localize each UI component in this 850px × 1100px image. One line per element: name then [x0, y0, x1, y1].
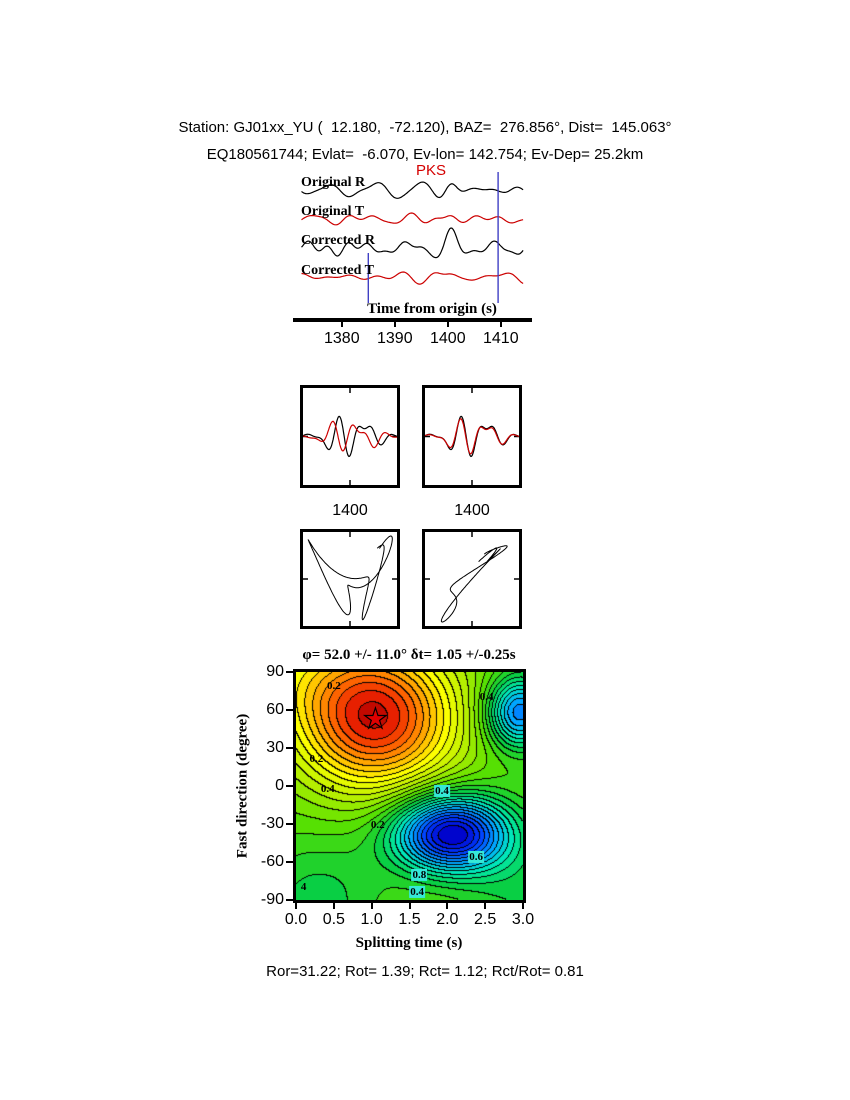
splitting-time-tick	[408, 903, 411, 909]
splitting-time-tick-label: 0.5	[322, 911, 345, 928]
phase-label: PKS	[415, 162, 446, 179]
trace-label-original-t: Original T	[301, 204, 365, 219]
particle-motion-right-plot	[425, 532, 519, 626]
fast-direction-tick	[286, 899, 293, 901]
window-waveform	[303, 420, 397, 452]
event-info-line: EQ180561744; Evlat= -6.070, Ev-lon= 142.…	[206, 146, 644, 163]
splitting-result-title: φ= 52.0 +/- 11.0° δt= 1.05 +/-0.25s	[302, 647, 516, 663]
seismogram-trace	[301, 227, 524, 259]
splitting-time-tick	[370, 903, 373, 909]
contour-level-label: 0.4	[434, 785, 450, 798]
seismogram-x-tick-label: 1410	[483, 330, 519, 347]
quality-stats-line: Ror=31.22; Rot= 1.39; Rct= 1.12; Rct/Rot…	[266, 963, 584, 980]
seismogram-x-tick	[340, 322, 343, 327]
contour-level-label: 0.2	[370, 819, 385, 832]
particle-motion-path	[307, 535, 393, 621]
contour-level-label: 0.4	[320, 782, 335, 795]
trace-label-corrected-t: Corrected T	[301, 263, 374, 278]
window-waveform	[425, 418, 519, 455]
splitting-time-tick-label: 0.0	[284, 911, 308, 928]
contour-level-label: 0.2	[309, 753, 324, 766]
seismogram-x-tick-label: 1380	[324, 330, 360, 347]
seismogram-x-tick	[446, 322, 449, 327]
splitting-time-tick	[522, 903, 524, 909]
window-waveform-panel-right	[422, 385, 522, 488]
fast-direction-tick-label: 30	[266, 739, 284, 756]
seismogram-panel	[301, 172, 524, 303]
contour-level-label: 0.4	[479, 691, 494, 704]
splitting-time-tick-label: 2.0	[436, 911, 459, 928]
fast-direction-tick-label: -60	[260, 853, 284, 870]
particle-motion-left-plot	[303, 532, 397, 626]
particle-motion-panel-left	[300, 529, 400, 629]
fast-direction-tick	[286, 861, 293, 863]
seismogram-axis-line	[293, 318, 532, 322]
best-solution-star: ★	[362, 702, 388, 736]
seismogram-x-tick-label: 1400	[430, 330, 466, 347]
splitting-time-tick	[484, 903, 487, 909]
fast-direction-tick	[286, 671, 293, 673]
seismogram-trace	[301, 181, 524, 199]
splitting-time-axis-label: Splitting time (s)	[355, 935, 463, 951]
window-waveform-right-plot	[425, 388, 519, 485]
station-info-line: Station: GJ01xx_YU ( 12.180, -72.120), B…	[178, 119, 672, 136]
splitting-time-tick-label: 1.0	[360, 911, 383, 928]
window-waveform	[425, 415, 519, 458]
splitting-time-tick-label: 2.5	[474, 911, 497, 928]
window-left-tick-label: 1400	[332, 502, 368, 519]
fast-direction-tick	[286, 785, 293, 787]
splitting-time-tick	[332, 903, 335, 909]
seismogram-trace	[301, 212, 524, 226]
seismogram-x-axis-label: Time from origin (s)	[367, 301, 497, 317]
window-waveform	[303, 415, 397, 458]
trace-label-original-r: Original R	[301, 175, 366, 190]
particle-motion-path	[440, 545, 508, 623]
fast-direction-tick-label: 0	[275, 777, 284, 794]
contour-level-label: 0.6	[468, 850, 484, 863]
splitting-map-canvas	[296, 672, 523, 900]
splitting-time-tick	[295, 903, 297, 909]
fast-direction-tick	[286, 747, 293, 749]
splitting-time-tick-label: 1.5	[398, 911, 421, 928]
fast-direction-tick-label: 90	[266, 663, 284, 680]
splitting-map-frame	[293, 669, 526, 903]
trace-label-corrected-r: Corrected R	[301, 233, 375, 248]
fast-direction-tick-label: -30	[260, 815, 284, 832]
window-waveform-panel-left	[300, 385, 400, 488]
seismogram-x-tick	[499, 322, 502, 327]
fast-direction-tick	[286, 823, 293, 825]
contour-level-label: 4	[300, 881, 307, 894]
fast-direction-tick-label: -90	[260, 891, 284, 908]
seismogram-x-tick	[393, 322, 396, 327]
contour-level-label: 0.4	[409, 886, 425, 899]
seismogram-x-tick-label: 1390	[377, 330, 413, 347]
seismogram-trace	[301, 271, 524, 285]
splitting-time-tick	[446, 903, 449, 909]
contour-level-label: 0.8	[411, 868, 428, 881]
splitting-time-tick-label: 3.0	[511, 911, 535, 928]
window-right-tick-label: 1400	[454, 502, 490, 519]
contour-level-label: 0.2	[326, 679, 341, 692]
fast-direction-tick-label: 60	[266, 701, 284, 718]
window-waveform-left-plot	[303, 388, 397, 485]
fast-direction-tick	[286, 709, 293, 711]
particle-motion-panel-right	[422, 529, 522, 629]
